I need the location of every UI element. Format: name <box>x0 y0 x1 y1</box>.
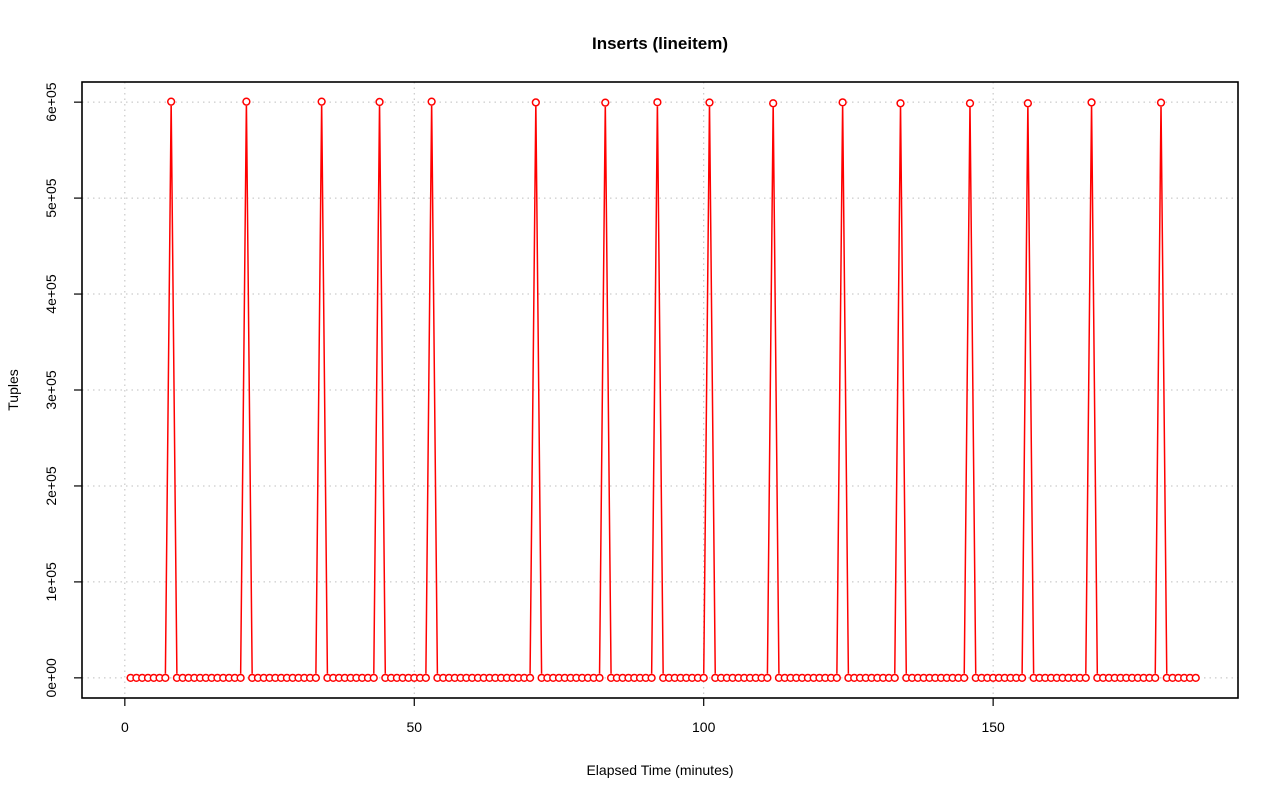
y-tick-label: 0e+00 <box>43 658 59 698</box>
data-point <box>699 673 708 683</box>
y-axis-label: Tuples <box>5 369 21 411</box>
data-point <box>653 98 662 107</box>
data-point <box>166 97 176 106</box>
data-point <box>763 673 772 683</box>
data-point <box>1017 673 1027 683</box>
data-point <box>960 673 969 683</box>
x-tick-label: 150 <box>981 719 1005 735</box>
data-point <box>421 673 430 683</box>
data-point <box>236 673 245 683</box>
y-tick-label: 2e+05 <box>43 466 59 506</box>
data-point <box>769 99 778 108</box>
data-point <box>890 673 899 683</box>
data-point <box>369 673 378 683</box>
x-tick-label: 50 <box>406 719 422 735</box>
data-point <box>896 99 905 108</box>
data-point <box>1156 98 1166 107</box>
y-tick-label: 6e+05 <box>43 82 59 122</box>
data-point <box>1191 673 1200 683</box>
data-point <box>531 98 540 107</box>
series-line <box>130 101 1196 679</box>
data-point <box>705 98 714 107</box>
data-point <box>311 673 321 683</box>
data-point <box>601 98 610 107</box>
data-point <box>595 673 604 683</box>
data-point <box>525 673 535 683</box>
x-tick-label: 100 <box>692 719 716 735</box>
data-point <box>1023 99 1033 108</box>
y-tick-label: 4e+05 <box>43 274 59 314</box>
data-point <box>161 673 170 683</box>
data-point <box>965 99 975 108</box>
series <box>126 97 1200 683</box>
data-point <box>317 97 326 106</box>
y-tick-label: 3e+05 <box>43 370 59 410</box>
data-point <box>838 98 847 107</box>
x-axis: 0 50 100 150 <box>121 698 1005 735</box>
data-point <box>427 97 436 106</box>
data-point <box>647 673 656 683</box>
y-axis: 0e+00 1e+05 2e+05 3e+05 4e+05 5e+05 6e+05 <box>43 82 82 698</box>
data-point <box>1087 98 1096 107</box>
data-point <box>375 97 384 107</box>
data-point <box>1151 673 1160 683</box>
x-tick-label: 0 <box>121 719 129 735</box>
chart-title: Inserts (lineitem) <box>592 34 728 53</box>
data-point <box>832 673 841 683</box>
y-tick-label: 1e+05 <box>43 562 59 602</box>
y-tick-label: 5e+05 <box>43 178 59 218</box>
data-point <box>242 97 251 106</box>
x-axis-label: Elapsed Time (minutes) <box>586 762 733 778</box>
data-point <box>1081 673 1090 683</box>
